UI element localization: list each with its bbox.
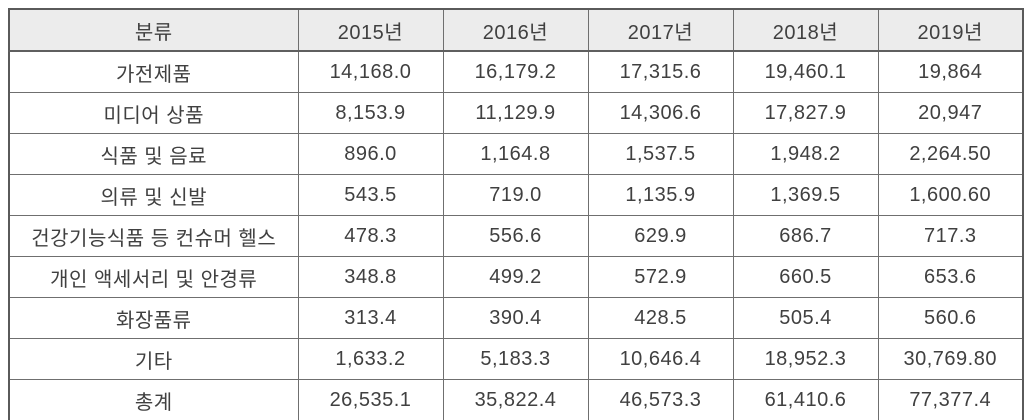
row-label: 식품 및 음료	[8, 133, 299, 175]
value-cell: 428.5	[587, 297, 734, 339]
value-cell: 1,135.9	[587, 174, 734, 216]
value-cell: 16,179.2	[442, 50, 589, 93]
header-cell-year: 2016년	[442, 8, 589, 52]
value-cell: 390.4	[442, 297, 589, 339]
value-cell: 499.2	[442, 256, 589, 298]
value-cell: 653.6	[877, 256, 1024, 298]
table-row: 가전제품 14,168.0 16,179.2 17,315.6 19,460.1 19,8…	[8, 50, 1024, 93]
row-label: 총계	[8, 379, 299, 420]
value-cell: 14,168.0	[297, 50, 444, 93]
header-cell-year: 2017년	[587, 8, 734, 52]
value-cell: 1,164.8	[442, 133, 589, 175]
value-cell: 17,315.6	[587, 50, 734, 93]
table-row: 개인 액세서리 및 안경류 348.8 499.2 572.9 660.5 653.6	[8, 256, 1024, 298]
row-label: 건강기능식품 등 컨슈머 헬스	[8, 215, 299, 257]
value-cell: 1,600.60	[877, 174, 1024, 216]
table-body: 가전제품 14,168.0 16,179.2 17,315.6 19,460.1 19,8…	[8, 50, 1024, 420]
value-cell: 505.4	[732, 297, 879, 339]
row-label: 미디어 상품	[8, 92, 299, 134]
value-cell: 35,822.4	[442, 379, 589, 420]
value-cell: 1,369.5	[732, 174, 879, 216]
row-label: 화장품류	[8, 297, 299, 339]
table-row: 화장품류 313.4 390.4 428.5 505.4 560.6	[8, 297, 1024, 339]
value-cell: 717.3	[877, 215, 1024, 257]
value-cell: 478.3	[297, 215, 444, 257]
row-label: 개인 액세서리 및 안경류	[8, 256, 299, 298]
value-cell: 19,864	[877, 50, 1024, 93]
row-label: 의류 및 신발	[8, 174, 299, 216]
value-cell: 719.0	[442, 174, 589, 216]
value-cell: 20,947	[877, 92, 1024, 134]
value-cell: 686.7	[732, 215, 879, 257]
value-cell: 5,183.3	[442, 338, 589, 380]
value-cell: 8,153.9	[297, 92, 444, 134]
table-row: 총계 26,535.1 35,822.4 46,573.3 61,410.6 77,377…	[8, 379, 1024, 420]
header-cell-category: 분류	[8, 8, 299, 52]
row-label: 기타	[8, 338, 299, 380]
table-row: 기타 1,633.2 5,183.3 10,646.4 18,952.3 30,769.8…	[8, 338, 1024, 380]
table-row: 식품 및 음료 896.0 1,164.8 1,537.5 1,948.2 2,264.5…	[8, 133, 1024, 175]
header-cell-year: 2015년	[297, 8, 444, 52]
header-cell-year: 2019년	[877, 8, 1024, 52]
value-cell: 572.9	[587, 256, 734, 298]
value-cell: 1,537.5	[587, 133, 734, 175]
value-cell: 348.8	[297, 256, 444, 298]
header-row: 분류 2015년 2016년 2017년 2018년 2019년	[8, 8, 1024, 52]
value-cell: 10,646.4	[587, 338, 734, 380]
value-cell: 14,306.6	[587, 92, 734, 134]
value-cell: 660.5	[732, 256, 879, 298]
value-cell: 1,633.2	[297, 338, 444, 380]
value-cell: 2,264.50	[877, 133, 1024, 175]
category-year-table: 분류 2015년 2016년 2017년 2018년 2019년 가전제품 14,168.0…	[8, 8, 1024, 420]
value-cell: 77,377.4	[877, 379, 1024, 420]
value-cell: 18,952.3	[732, 338, 879, 380]
value-cell: 46,573.3	[587, 379, 734, 420]
table-row: 건강기능식품 등 컨슈머 헬스 478.3 556.6 629.9 686.7 717.3	[8, 215, 1024, 257]
value-cell: 30,769.80	[877, 338, 1024, 380]
value-cell: 556.6	[442, 215, 589, 257]
row-label: 가전제품	[8, 50, 299, 93]
value-cell: 543.5	[297, 174, 444, 216]
table-row: 의류 및 신발 543.5 719.0 1,135.9 1,369.5 1,600.60	[8, 174, 1024, 216]
value-cell: 11,129.9	[442, 92, 589, 134]
value-cell: 629.9	[587, 215, 734, 257]
table-row: 미디어 상품 8,153.9 11,129.9 14,306.6 17,827.9 20,…	[8, 92, 1024, 134]
value-cell: 19,460.1	[732, 50, 879, 93]
value-cell: 61,410.6	[732, 379, 879, 420]
value-cell: 17,827.9	[732, 92, 879, 134]
value-cell: 1,948.2	[732, 133, 879, 175]
value-cell: 896.0	[297, 133, 444, 175]
table-header: 분류 2015년 2016년 2017년 2018년 2019년	[8, 8, 1024, 52]
value-cell: 560.6	[877, 297, 1024, 339]
value-cell: 26,535.1	[297, 379, 444, 420]
value-cell: 313.4	[297, 297, 444, 339]
header-cell-year: 2018년	[732, 8, 879, 52]
